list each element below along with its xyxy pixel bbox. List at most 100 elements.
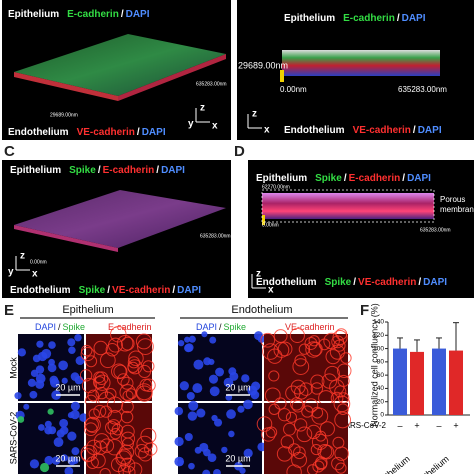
cell-outline xyxy=(311,407,329,425)
cell-outline xyxy=(94,374,111,391)
cross-section xyxy=(282,50,440,76)
axis-letter: x xyxy=(264,125,270,136)
cell-outline xyxy=(285,385,301,401)
cell-outline xyxy=(106,439,123,456)
nucleus xyxy=(203,448,211,457)
cell-outline xyxy=(306,464,319,474)
nucleus xyxy=(223,377,234,388)
caption-part: E-cadherin xyxy=(349,173,401,184)
nucleus xyxy=(47,363,57,373)
cell-outline xyxy=(277,408,292,422)
cell-outline xyxy=(85,355,98,368)
cell-outline xyxy=(93,340,108,356)
y-tick-label: 40 xyxy=(377,385,385,392)
cell-outline xyxy=(310,374,325,389)
panel-label: E xyxy=(4,302,14,319)
y-tick-label: 120 xyxy=(373,332,384,339)
cell-outline xyxy=(110,325,127,343)
caption-part: Epithelium xyxy=(284,13,335,24)
cell-outline xyxy=(315,458,328,471)
cell-outline xyxy=(292,358,310,376)
cell-outline xyxy=(291,451,308,468)
axis-letter: z xyxy=(20,251,25,262)
nucleus xyxy=(23,403,30,410)
caption-part: / xyxy=(98,165,101,176)
y-tick-label: 80 xyxy=(377,359,385,366)
caption-part: DAPI xyxy=(407,173,431,184)
y-tick-label: 60 xyxy=(377,372,385,379)
cell-outline xyxy=(79,369,93,382)
caption: Epithelium E-cadherin / DAPI xyxy=(8,9,150,20)
cell-outline xyxy=(127,356,140,369)
caption-part: / xyxy=(107,285,110,296)
cell-outline xyxy=(264,387,281,404)
caption-part: / xyxy=(172,285,175,296)
nucleus xyxy=(215,367,225,377)
cell-outline xyxy=(84,422,98,437)
nucleus xyxy=(44,420,52,428)
nucleus xyxy=(48,341,56,349)
caption-part: VE-cadherin xyxy=(285,322,335,332)
nucleus xyxy=(229,371,239,381)
nucleus xyxy=(75,356,85,365)
nucleus xyxy=(29,459,40,469)
cell-outline xyxy=(332,329,348,346)
caption-part: / xyxy=(413,125,416,136)
nucleus xyxy=(32,354,41,363)
nucleus xyxy=(208,374,219,384)
panel-d-image xyxy=(248,160,474,298)
caption-part: Endothelium xyxy=(284,125,345,136)
cell-outline xyxy=(105,343,120,357)
cell-outline xyxy=(318,338,331,351)
nucleus xyxy=(184,336,191,343)
nucleus xyxy=(29,390,38,399)
cell-outline xyxy=(311,433,329,450)
cell-outline xyxy=(290,379,306,395)
nucleus xyxy=(228,430,235,438)
caption-part: Epithelium xyxy=(10,165,61,176)
cell-outline xyxy=(117,464,131,474)
cell-outline xyxy=(329,344,345,360)
cell-outline xyxy=(291,399,305,413)
cell-outline xyxy=(285,411,298,423)
y-tick-label: 100 xyxy=(373,345,384,352)
caption: Endothelium Spike / VE-cadherin / DAPI xyxy=(256,277,447,288)
cell-outline xyxy=(298,343,311,355)
nucleus xyxy=(174,406,184,416)
caption: DAPI / Spike xyxy=(35,322,85,332)
cell-outline xyxy=(111,363,127,380)
cell-outline xyxy=(276,446,293,462)
caption-part: / xyxy=(58,322,61,332)
caption: Endothelium VE-cadherin / DAPI xyxy=(284,125,442,136)
cell-outline xyxy=(289,327,305,344)
nucleus xyxy=(202,469,211,474)
cell-outline xyxy=(138,447,153,462)
nucleus xyxy=(27,378,36,387)
caption: Epithelium E-cadherin / DAPI xyxy=(284,13,426,24)
cell-outline xyxy=(121,400,134,414)
cell-outline xyxy=(134,444,150,459)
cell-outline xyxy=(99,352,116,369)
cell-outline xyxy=(81,377,98,394)
nucleus xyxy=(17,416,25,423)
nucleus xyxy=(53,437,64,448)
cell-outline xyxy=(93,376,106,389)
nucleus xyxy=(177,339,185,347)
cell-outline xyxy=(303,398,319,413)
caption: VE-cadherin xyxy=(285,322,335,332)
cell-outline xyxy=(135,383,153,401)
caption-part: VE-cadherin xyxy=(358,277,416,288)
cell-outline xyxy=(317,443,333,460)
nucleus xyxy=(221,446,228,454)
scale-bar-label: 20 µm xyxy=(225,453,250,463)
scale-text: 0.00nm xyxy=(262,222,279,228)
nucleus xyxy=(188,335,196,343)
nucleus xyxy=(174,436,184,447)
cell-outline xyxy=(332,436,345,449)
caption: Epithelium Spike / E-cadherin / DAPI xyxy=(256,173,431,184)
tissue-edge xyxy=(14,225,118,252)
axis-letter: z xyxy=(252,109,257,120)
panel-label: F xyxy=(360,302,369,319)
cell-outline xyxy=(128,350,144,367)
caption-part: VE-cadherin xyxy=(77,127,135,138)
